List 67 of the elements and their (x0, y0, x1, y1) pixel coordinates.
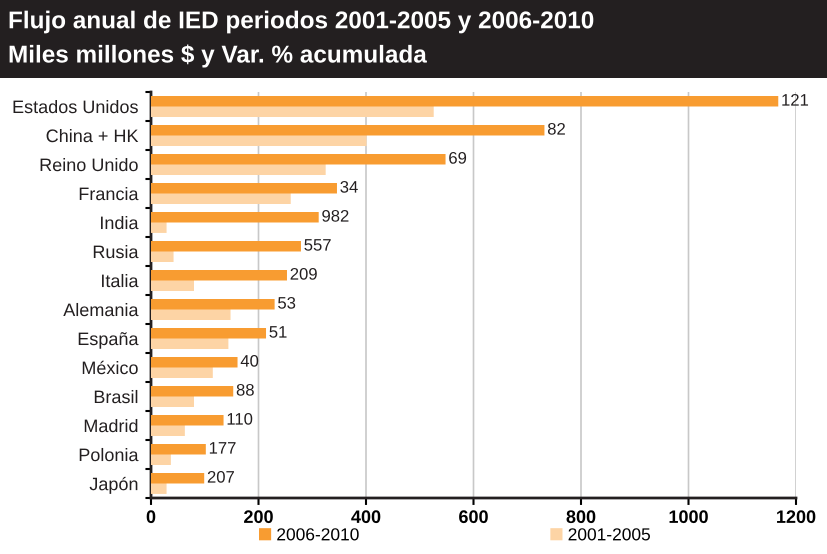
annotation: 209 (290, 268, 317, 280)
annotation: 51 (269, 326, 287, 338)
y-tick-label: Polonia (80, 448, 138, 462)
y-tick-label: México (82, 360, 138, 374)
annotation: 207 (208, 470, 234, 483)
annotation: 40 (240, 354, 258, 367)
bar (151, 252, 174, 262)
bar (151, 328, 266, 338)
y-tick-label: España (78, 332, 138, 349)
annotation: 557 (304, 239, 331, 251)
bar (151, 473, 204, 484)
y-tick-label: Alemania (63, 302, 138, 316)
bar (151, 454, 171, 465)
bar (151, 484, 167, 494)
x-tick-label: 400 (351, 510, 380, 524)
bar (151, 415, 224, 426)
bar (151, 338, 228, 349)
bar (151, 96, 778, 106)
annotation: 177 (210, 442, 236, 454)
bar (151, 194, 291, 204)
x-tick-label: 200 (244, 510, 273, 524)
x-tick-label: 1200 (777, 510, 816, 524)
x-tick-label: 800 (566, 510, 596, 524)
y-tick-label: Estados Unidos (14, 100, 138, 114)
annotation: 34 (340, 180, 358, 193)
annotation: 982 (322, 210, 348, 222)
y-tick-label: China + HK (46, 128, 138, 142)
annotation: 88 (236, 384, 254, 396)
y-tick-label: Madrid (84, 418, 138, 432)
legend-label: 2006-2010 (277, 528, 359, 540)
bar (151, 386, 234, 396)
bar (151, 280, 194, 291)
bar (151, 426, 185, 436)
bar (151, 183, 337, 194)
bar (151, 164, 326, 175)
bar (151, 222, 167, 233)
y-tick-label: Italia (102, 274, 138, 288)
annotation: 82 (548, 122, 565, 135)
annotation: 53 (278, 296, 296, 309)
annotation: 110 (228, 412, 252, 425)
y-tick-label: Japón (90, 476, 138, 494)
bar (151, 125, 544, 136)
y-tick-label: Brasil (94, 390, 138, 404)
legend-label: 2001-2005 (568, 528, 650, 540)
x-tick-label: 0 (146, 510, 156, 524)
bar (151, 368, 213, 378)
bar (151, 299, 275, 310)
y-tick-label: Rusia (94, 244, 138, 258)
chart-subtitle: Miles millones $ y Var. % acumulada (10, 44, 427, 68)
bar (151, 444, 206, 454)
bar (151, 270, 287, 280)
bar (151, 396, 194, 407)
annotation: 121 (782, 94, 808, 106)
y-tick-label: India (101, 216, 138, 230)
x-tick-label: 1000 (670, 510, 708, 524)
y-tick-label: Reino Unido (40, 158, 138, 172)
bar (151, 212, 319, 222)
x-tick-label: 600 (459, 510, 488, 524)
bar (151, 136, 367, 146)
bar (151, 154, 446, 164)
y-tick-label: Francia (80, 186, 139, 200)
bar (151, 106, 434, 117)
bar (151, 241, 301, 252)
bar (151, 310, 231, 320)
bar (151, 357, 238, 368)
annotation: 69 (449, 152, 466, 164)
chart-title: Flujo anual de IED periodos 2001-2005 y 2006-2010 (10, 10, 594, 34)
